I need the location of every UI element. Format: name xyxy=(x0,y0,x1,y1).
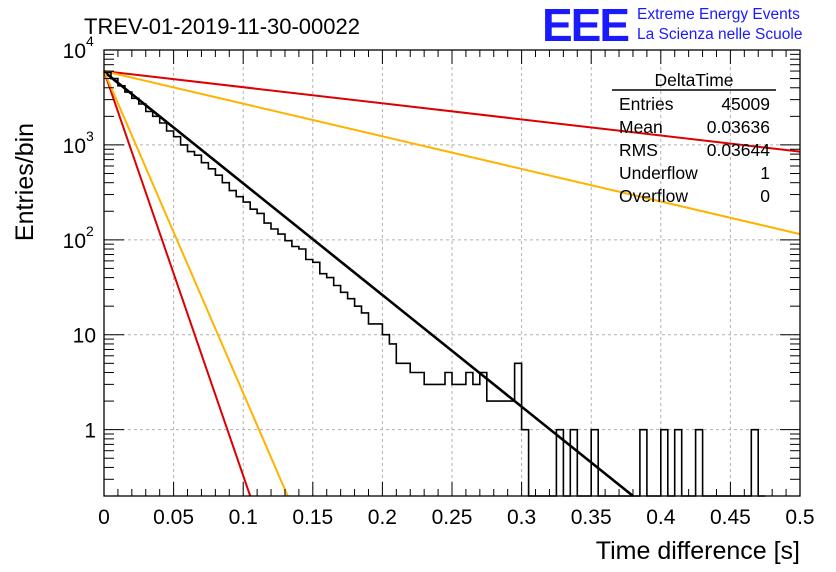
axis-ticks xyxy=(103,49,801,496)
y-axis-label: Entries/bin xyxy=(11,123,39,241)
x-tick-label: 0.15 xyxy=(292,506,333,529)
stats-label: Underflow xyxy=(619,163,698,183)
logo-line-1: Extreme Energy Events xyxy=(637,6,800,23)
stats-title: DeltaTime xyxy=(654,70,733,90)
stats-box: DeltaTime Entries 45009 Mean 0.03636 RMS 0.03… xyxy=(612,70,776,206)
stats-label: Overflow xyxy=(619,186,688,206)
stats-rows: Entries 45009 Mean 0.03636 RMS 0.03644 Underfl… xyxy=(619,94,770,206)
x-tick-label: 0.25 xyxy=(432,506,473,529)
chart-title: TREV-01-2019-11-30-00022 xyxy=(84,14,360,39)
y-tick-exponent: 4 xyxy=(86,33,94,49)
x-tick-label: 0.1 xyxy=(229,506,258,529)
x-axis-label: Time difference [s] xyxy=(596,537,800,565)
x-tick-label: 0.05 xyxy=(153,506,194,529)
y-tick-base: 1 xyxy=(84,420,96,443)
fit-curve-4 xyxy=(103,70,252,497)
fit-curve-3 xyxy=(103,70,801,236)
x-tick-label: 0.35 xyxy=(571,506,612,529)
y-tick-exponent: 3 xyxy=(86,128,94,144)
stats-value: 0 xyxy=(760,186,770,206)
fit-curve-1 xyxy=(103,70,634,498)
stats-value: 0.03636 xyxy=(707,117,770,137)
y-tick-label: 1 xyxy=(84,420,96,443)
eee-logo: EEE Extreme Energy Events La Scienza nel… xyxy=(542,0,802,51)
logo-line-2: La Scienza nelle Scuole xyxy=(637,26,802,43)
y-tick-exponent: 2 xyxy=(86,223,94,239)
fit-curve-2 xyxy=(103,70,801,153)
y-tick-label: 10 xyxy=(73,325,96,348)
y-tick-base: 10 xyxy=(73,325,96,348)
histogram xyxy=(104,71,766,497)
x-tick-label: 0.2 xyxy=(368,506,397,529)
x-tick-label: 0.3 xyxy=(507,506,536,529)
stats-label: Entries xyxy=(619,94,674,114)
y-tick-label: 10 3 xyxy=(63,128,94,158)
x-tick-label: 0.5 xyxy=(785,506,814,529)
y-tick-base: 10 xyxy=(63,230,86,253)
fit-curves xyxy=(103,70,801,498)
stats-value: 1 xyxy=(760,163,770,183)
stats-label: Mean xyxy=(619,117,663,137)
x-tick-label: 0.4 xyxy=(646,506,676,529)
x-tick-label: 0.45 xyxy=(710,506,751,529)
y-tick-base: 10 xyxy=(63,40,86,63)
stats-value: 0.03644 xyxy=(707,140,771,160)
x-tick-labels: 0 0.05 0.1 0.15 0.2 0.25 0.3 0.35 0.4 0.45 0.5 xyxy=(98,506,814,529)
histogram-outline xyxy=(104,71,766,497)
y-tick-label: 10 2 xyxy=(63,223,94,253)
grid xyxy=(104,50,800,496)
stats-value: 45009 xyxy=(721,94,770,114)
y-tick-base: 10 xyxy=(63,135,86,158)
logo-mark: EEE xyxy=(542,0,628,51)
x-tick-label: 0 xyxy=(98,506,110,529)
fit-curve-5 xyxy=(103,70,289,497)
y-tick-label: 10 4 xyxy=(63,33,94,63)
stats-label: RMS xyxy=(619,140,658,160)
